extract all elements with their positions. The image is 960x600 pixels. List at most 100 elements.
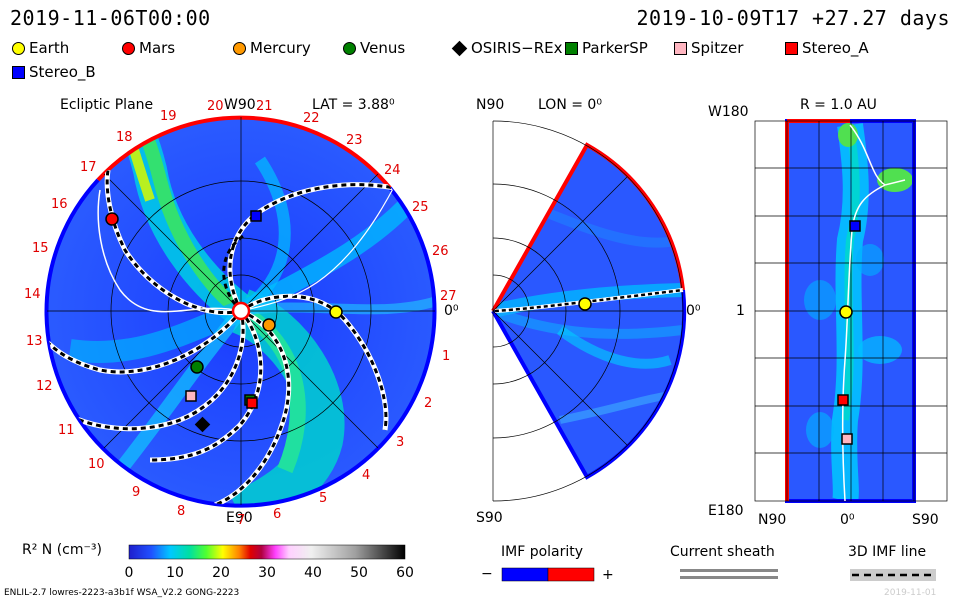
run-date: 2019-10-09T17 +27.27 days — [636, 6, 950, 30]
mars-marker — [105, 212, 119, 226]
stereo-b-marker-icon — [12, 65, 25, 79]
radial-top-left: W180 — [708, 104, 749, 120]
colorbar-tick: 40 — [304, 565, 322, 581]
ecliptic-top-label: W90 — [224, 97, 256, 113]
sector-label: 20 — [207, 99, 224, 114]
colorbar-tick: 10 — [166, 565, 184, 581]
meridional-lon-label: LON = 0⁰ — [538, 97, 602, 113]
ecliptic-rim-positive — [96, 115, 392, 190]
sector-label: 1 — [442, 349, 450, 364]
earth-marker-meridional — [578, 297, 592, 311]
stereo-b-marker-radial — [849, 220, 861, 232]
colorbar-tick: 20 — [212, 565, 230, 581]
sector-label: 12 — [36, 379, 53, 394]
earth-marker — [329, 305, 343, 319]
ecliptic-rim-negative — [44, 178, 437, 508]
radial-axis-s90: S90 — [912, 512, 939, 528]
sector-label: 23 — [346, 133, 363, 148]
sector-label: 21 — [256, 99, 273, 114]
parkersp-marker-icon — [565, 41, 578, 55]
osiris-rex-marker — [194, 416, 211, 433]
sector-labels: 1 2 3 4 5 6 7 8 9 10 11 12 13 14 15 16 1… — [24, 99, 457, 528]
sector-label: 22 — [303, 111, 320, 126]
ecliptic-lat-label: LAT = 3.88⁰ — [312, 97, 395, 113]
radial-r-label: R = 1.0 AU — [800, 97, 877, 113]
imf-polarity-positive — [547, 567, 595, 582]
model-date: 2019-11-06T00:00 — [10, 6, 211, 30]
colorbar-tick: 30 — [258, 565, 276, 581]
current-sheath-swatch-2 — [680, 576, 778, 579]
stereo-b-marker — [250, 210, 262, 222]
stereo-a-marker — [246, 397, 258, 409]
stereo-a-marker-icon — [785, 41, 798, 55]
sector-label: 5 — [319, 491, 327, 506]
meridional-grid — [492, 120, 684, 502]
meridional-imf-line — [494, 288, 684, 313]
legend-parkersp: ParkerSP — [565, 39, 648, 57]
legend-mars: Mars — [122, 39, 175, 57]
sector-label: 25 — [412, 200, 429, 215]
colorbar-ticks: 0 10 20 30 40 50 60 — [125, 565, 414, 581]
sector-label: 17 — [80, 160, 97, 175]
footer-date: 2019-11-01 — [884, 588, 937, 598]
legend-stereo-a: Stereo_A — [785, 39, 869, 57]
sector-label: 24 — [384, 163, 401, 178]
sector-label: 26 — [432, 244, 449, 259]
imf-polarity-plus: + — [602, 567, 614, 583]
current-sheath-swatch — [680, 569, 778, 572]
sector-label: 8 — [177, 504, 185, 519]
venus-marker — [190, 360, 204, 374]
meridional-right-label: 0⁰ — [686, 303, 701, 319]
mercury-marker-icon — [233, 41, 246, 55]
ecliptic-right-label: 0⁰ — [444, 303, 459, 319]
venus-marker-icon — [343, 41, 356, 55]
sector-label: 10 — [88, 457, 105, 472]
legend-mercury: Mercury — [233, 39, 311, 57]
legend-spitzer: Spitzer — [674, 39, 743, 57]
spitzer-marker-radial — [841, 433, 853, 445]
sector-label: 11 — [58, 423, 75, 438]
sector-label: 27 — [440, 289, 457, 304]
sun-marker-icon — [231, 301, 251, 321]
sector-label: 2 — [424, 396, 432, 411]
meridional-rim-positive — [491, 142, 685, 312]
imf-polarity-negative — [501, 567, 549, 582]
colorbar-tick: 0 — [125, 565, 134, 581]
meridional-top-label: N90 — [476, 97, 505, 113]
colorbar-label: R² N (cm⁻³) — [22, 542, 102, 558]
sector-label: 4 — [362, 468, 370, 483]
sector-label: 14 — [24, 287, 41, 302]
radial-mid-left: 1 — [736, 303, 745, 319]
stereo-a-marker-radial — [837, 394, 849, 406]
radial-axis-n90: N90 — [758, 512, 787, 528]
radial-axis-0: 0⁰ — [840, 512, 855, 528]
meridional-rim-negative — [491, 289, 687, 480]
colorbar — [128, 544, 406, 560]
sector-label: 9 — [132, 485, 140, 500]
imf-line-label: 3D IMF line — [848, 544, 927, 560]
radial-bottom-left: E180 — [708, 503, 744, 519]
sector-label: 6 — [273, 507, 281, 522]
legend-venus: Venus — [343, 39, 405, 57]
meridional-bottom-label: S90 — [476, 510, 503, 526]
colorbar-tick: 60 — [396, 565, 414, 581]
imf-polarity-label: IMF polarity — [501, 544, 584, 560]
spitzer-marker-icon — [674, 41, 687, 55]
sector-label: 13 — [26, 334, 43, 349]
ecliptic-imf-lines — [47, 169, 396, 505]
sector-label: 19 — [160, 109, 177, 124]
imf-polarity-minus: − — [481, 566, 493, 582]
current-sheath-label: Current sheath — [670, 544, 775, 560]
spitzer-marker — [185, 390, 197, 402]
earth-marker-icon — [12, 41, 25, 55]
mercury-marker — [262, 318, 276, 332]
sector-label: 3 — [396, 435, 404, 450]
footer-model-info: ENLIL-2.7 lowres-2223-a3b1f WSA_V2.2 GON… — [4, 588, 240, 598]
ecliptic-bottom-label: E90 — [226, 510, 253, 526]
mars-marker-icon — [122, 41, 135, 55]
colorbar-tick: 50 — [350, 565, 368, 581]
sector-label: 18 — [116, 130, 133, 145]
sector-label: 15 — [32, 241, 49, 256]
